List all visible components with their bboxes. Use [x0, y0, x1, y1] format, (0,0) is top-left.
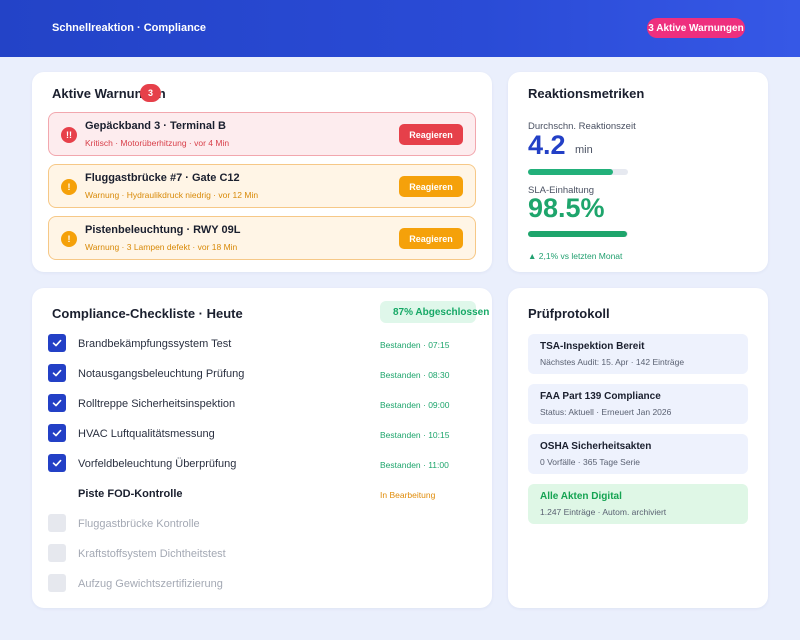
- alert-title: Gepäckband 3 · Terminal B: [85, 120, 227, 132]
- warning-alert-icon: !: [61, 231, 77, 247]
- checklist-item-label: Piste FOD-Kontrolle: [78, 488, 183, 500]
- checklist-title: Compliance-Checkliste · Heute: [52, 306, 243, 321]
- active-alerts-badge[interactable]: 3 Aktive Warnungen: [647, 18, 745, 38]
- checkbox-in-progress[interactable]: [48, 484, 66, 502]
- trend-text: ▲ 2,1% vs letzten Monat: [528, 251, 623, 261]
- checkbox-checked[interactable]: [48, 334, 66, 352]
- alert-subtitle: Warnung · 3 Lampen defekt · vor 18 Min: [85, 242, 238, 252]
- alert-title: Pistenbeleuchtung · RWY 09L: [85, 224, 241, 236]
- checklist-item-status: In Bearbeitung: [380, 490, 436, 500]
- audit-log-item[interactable]: FAA Part 139 Compliance Status: Aktuell ·…: [528, 384, 748, 424]
- audit-log-item-subtitle: 0 Vorfälle · 365 Tage Serie: [540, 457, 641, 467]
- checklist-item-status: Bestanden · 07:15: [380, 340, 450, 350]
- checklist-item-label: Aufzug Gewichtszertifizierung: [78, 578, 223, 590]
- audit-log-item[interactable]: Alle Akten Digital 1.247 Einträge · Autom…: [528, 484, 748, 524]
- response-metrics-card: Reaktionsmetriken Durchschn. Reaktionsze…: [508, 72, 768, 272]
- respond-button[interactable]: Reagieren: [399, 124, 463, 145]
- checkbox-unchecked[interactable]: [48, 574, 66, 592]
- checkbox-checked[interactable]: [48, 394, 66, 412]
- checkmark-icon: [52, 369, 62, 377]
- audit-log-title: Prüfprotokoll: [528, 306, 610, 321]
- checklist-item[interactable]: Vorfeldbeleuchtung Überprüfung Bestanden …: [48, 454, 468, 474]
- response-time-value: 4.2: [528, 130, 566, 160]
- checklist-item-label: Kraftstoffsystem Dichtheitstest: [78, 548, 226, 560]
- audit-log-item-title: OSHA Sicherheitsakten: [540, 441, 652, 452]
- active-warnings-card: Aktive Warnungen !! Gepäckband 3 · Termi…: [32, 72, 492, 272]
- respond-button[interactable]: Reagieren: [399, 228, 463, 249]
- warning-alert-icon: !: [61, 179, 77, 195]
- response-time-label: Durchschn. Reaktionszeit: [528, 121, 636, 132]
- metrics-title: Reaktionsmetriken: [528, 86, 645, 101]
- response-time-bar: [528, 169, 628, 175]
- response-time-bar-fill: [528, 169, 613, 175]
- checklist-item[interactable]: Fluggastbrücke Kontrolle: [48, 514, 468, 534]
- completion-badge: 87% Abgeschlossen: [380, 301, 489, 323]
- audit-log-item-subtitle: Nächstes Audit: 15. Apr · 142 Einträge: [540, 357, 685, 367]
- sla-bar: [528, 231, 628, 237]
- checklist-item[interactable]: Piste FOD-Kontrolle In Bearbeitung: [48, 484, 468, 504]
- checklist-item[interactable]: Rolltreppe Sicherheitsinspektion Bestande…: [48, 394, 468, 414]
- checklist-item[interactable]: Notausgangsbeleuchtung Prüfung Bestanden …: [48, 364, 468, 384]
- alert-item[interactable]: !! Gepäckband 3 · Terminal B Kritisch · …: [48, 112, 476, 156]
- checklist-item[interactable]: Aufzug Gewichtszertifizierung: [48, 574, 468, 594]
- alert-item[interactable]: ! Fluggastbrücke #7 · Gate C12 Warnung ·…: [48, 164, 476, 208]
- checkbox-checked[interactable]: [48, 454, 66, 472]
- checklist-item-label: Notausgangsbeleuchtung Prüfung: [78, 368, 245, 380]
- audit-log-item-title: TSA-Inspektion Bereit: [540, 341, 645, 352]
- checklist-item[interactable]: HVAC Luftqualitätsmessung Bestanden · 10:…: [48, 424, 468, 444]
- checklist-item-label: Brandbekämpfungssystem Test: [78, 338, 232, 350]
- checklist-item-status: Bestanden · 09:00: [380, 400, 450, 410]
- alert-subtitle: Kritisch · Motorüberhitzung · vor 4 Min: [85, 138, 230, 148]
- checkbox-unchecked[interactable]: [48, 514, 66, 532]
- audit-log-item-subtitle: Status: Aktuell · Erneuert Jan 2026: [540, 407, 672, 417]
- checklist-item-label: HVAC Luftqualitätsmessung: [78, 428, 215, 440]
- sla-label: SLA-Einhaltung: [528, 185, 595, 196]
- top-header: Schnellreaktion · Compliance 3 Aktive Wa…: [0, 0, 800, 57]
- sla-bar-fill: [528, 231, 627, 237]
- audit-log-item[interactable]: OSHA Sicherheitsakten 0 Vorfälle · 365 Ta…: [528, 434, 748, 474]
- alert-item[interactable]: ! Pistenbeleuchtung · RWY 09L Warnung · …: [48, 216, 476, 260]
- audit-log-item-subtitle: 1.247 Einträge · Autom. archiviert: [540, 507, 667, 517]
- checklist-item-label: Rolltreppe Sicherheitsinspektion: [78, 398, 236, 410]
- checkbox-checked[interactable]: [48, 364, 66, 382]
- respond-button[interactable]: Reagieren: [399, 176, 463, 197]
- checklist-item-label: Fluggastbrücke Kontrolle: [78, 518, 200, 530]
- checkmark-icon: [52, 459, 62, 467]
- critical-alert-icon: !!: [61, 127, 77, 143]
- audit-log-card: Prüfprotokoll TSA-Inspektion Bereit Nächs…: [508, 288, 768, 608]
- compliance-checklist-card: Compliance-Checkliste · Heute: [32, 288, 492, 608]
- page-title: Schnellreaktion · Compliance: [52, 22, 207, 34]
- checklist-item-label: Vorfeldbeleuchtung Überprüfung: [78, 458, 237, 470]
- checkmark-icon: [52, 339, 62, 347]
- checklist-item-status: Bestanden · 08:30: [380, 370, 450, 380]
- audit-log-item-title: Alle Akten Digital: [540, 491, 622, 502]
- checklist-item[interactable]: Brandbekämpfungssystem Test Bestanden · 0…: [48, 334, 468, 354]
- checkmark-icon: [52, 399, 62, 407]
- checkbox-checked[interactable]: [48, 424, 66, 442]
- audit-log-item-title: FAA Part 139 Compliance: [540, 391, 661, 402]
- warnings-count-badge: 3: [140, 84, 161, 102]
- checklist-item-status: Bestanden · 11:00: [380, 460, 449, 470]
- checkbox-unchecked[interactable]: [48, 544, 66, 562]
- checklist-item[interactable]: Kraftstoffsystem Dichtheitstest: [48, 544, 468, 564]
- checklist-item-status: Bestanden · 10:15: [380, 430, 450, 440]
- alert-title: Fluggastbrücke #7 · Gate C12: [85, 172, 240, 184]
- response-time-unit: min: [575, 144, 593, 156]
- checkmark-icon: [52, 429, 62, 437]
- audit-log-item[interactable]: TSA-Inspektion Bereit Nächstes Audit: 15.…: [528, 334, 748, 374]
- warnings-title: Aktive Warnungen: [52, 86, 166, 101]
- sla-value: 98.5%: [528, 193, 605, 223]
- alert-subtitle: Warnung · Hydraulikdruck niedrig · vor 1…: [85, 190, 259, 200]
